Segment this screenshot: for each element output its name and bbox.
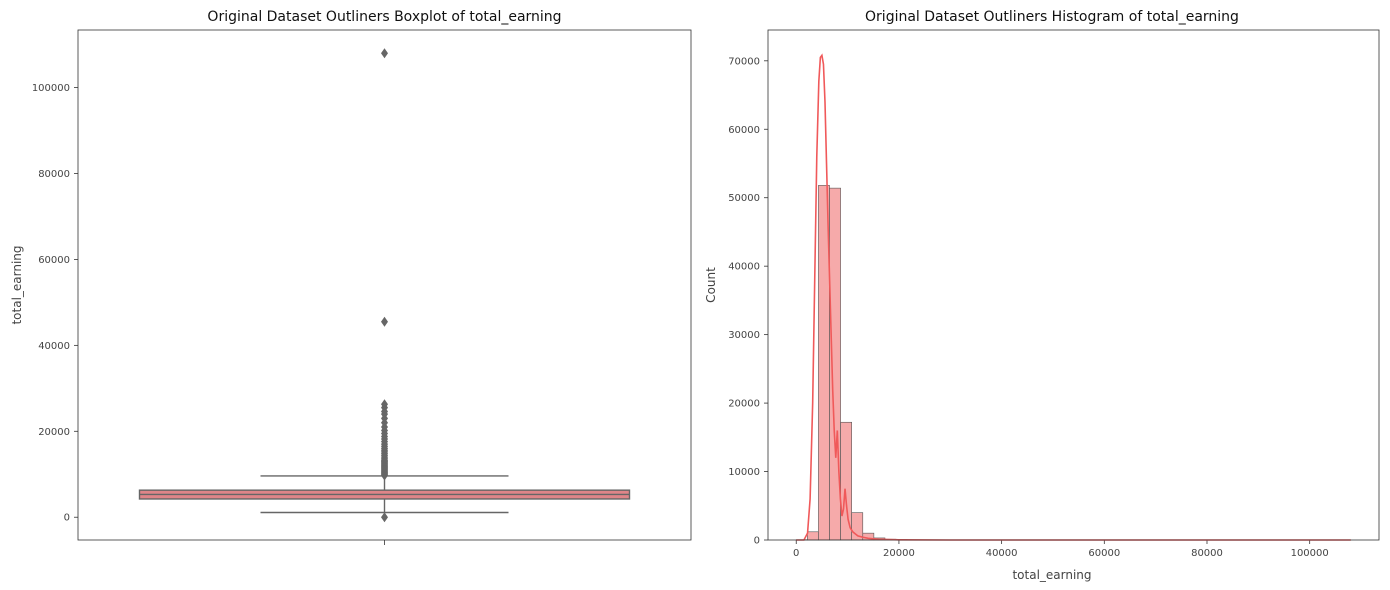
histogram-y-tick-label: 30000	[728, 330, 760, 341]
boxplot-outlier-point	[381, 48, 388, 59]
boxplot-y-tick-label: 80000	[38, 169, 70, 180]
histogram-x-tick-label: 20000	[883, 548, 915, 559]
histogram-x-tick-label: 60000	[1088, 548, 1120, 559]
histogram-y-axis-label: Count	[704, 267, 718, 303]
histogram-y-tick-label: 40000	[728, 262, 760, 273]
histogram-x-tick-label: 80000	[1191, 548, 1223, 559]
histogram-bar	[840, 421, 852, 541]
boxplot-outlier-point	[381, 399, 388, 410]
histogram-y-tick-label: 10000	[728, 467, 760, 478]
histogram-y-tick-label: 60000	[728, 125, 760, 136]
boxplot-outliers	[381, 48, 388, 523]
boxplot-y-tick-label: 20000	[38, 427, 70, 438]
histogram-bar	[807, 531, 819, 541]
boxplot-y-axis-label: total_earning	[10, 245, 24, 324]
histogram-x-tick-label: 40000	[986, 548, 1018, 559]
boxplot-outlier-point	[381, 316, 388, 327]
histogram-y-tick-label: 50000	[728, 193, 760, 204]
boxplot-y-tick-label: 40000	[38, 341, 70, 352]
histogram-y-tick-label: 20000	[728, 399, 760, 410]
histogram-bars	[795, 185, 1352, 541]
histogram-panel: Original Dataset Outliners Histogram of …	[704, 9, 1380, 582]
histogram-y-tick-label: 0	[754, 536, 760, 547]
boxplot-y-ticks: 0 20000 40000 60000 80000 100000	[32, 83, 78, 524]
histogram-bar	[829, 187, 841, 541]
boxplot-outlier-point	[381, 512, 388, 523]
histogram-kde-line	[796, 53, 1351, 541]
histogram-y-ticks: 0 10000 20000 30000 40000 50000 60000 70000	[728, 56, 768, 547]
histogram-x-tick-label: 0	[793, 548, 799, 559]
histogram-plot-frame	[767, 29, 1380, 541]
boxplot-y-tick-label: 60000	[38, 255, 70, 266]
boxplot-box	[138, 475, 631, 514]
histogram-x-tick-label: 100000	[1291, 548, 1329, 559]
boxplot-panel: Original Dataset Outliners Boxplot of to…	[10, 9, 692, 545]
boxplot-y-tick-label: 0	[64, 513, 70, 524]
histogram-title: Original Dataset Outliners Histogram of …	[865, 9, 1239, 25]
histogram-y-tick-label: 70000	[728, 56, 760, 67]
histogram-x-ticks: 0 20000 40000 60000 80000 100000	[793, 540, 1329, 559]
boxplot-title: Original Dataset Outliners Boxplot of to…	[207, 9, 561, 25]
histogram-x-axis-label: total_earning	[1012, 568, 1091, 582]
boxplot-y-tick-label: 100000	[32, 83, 70, 94]
boxplot-plot-frame	[77, 29, 692, 541]
